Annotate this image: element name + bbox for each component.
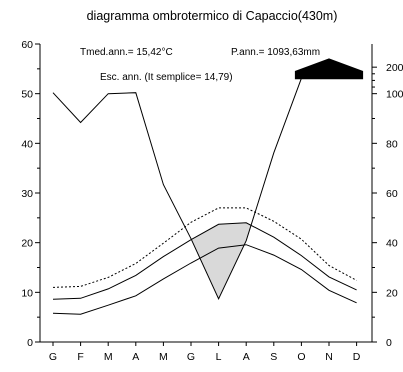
right-tick-label: 60 xyxy=(386,188,398,200)
left-tick-label: 30 xyxy=(21,188,33,200)
annotation-pann: P.ann.= 1093,63mm xyxy=(231,47,320,58)
x-tick-label: N xyxy=(325,351,333,363)
x-tick-label: F xyxy=(77,351,83,363)
superhumid-fill xyxy=(294,58,364,80)
left-tick-label: 20 xyxy=(21,238,33,250)
x-tick-label: M xyxy=(104,351,113,363)
left-tick-label: 60 xyxy=(21,39,33,51)
mean-temperature-line xyxy=(52,222,357,300)
left-axis-ticks: 0 10 20 30 40 50 60 xyxy=(21,39,40,349)
right-tick-label: 40 xyxy=(386,238,398,250)
left-tick-label: 40 xyxy=(21,138,33,150)
max-temperature-line xyxy=(52,207,357,288)
arid-period-fill xyxy=(191,222,251,299)
x-tick-label: M xyxy=(159,351,168,363)
min-temperature-line xyxy=(52,244,357,315)
x-tick-label: L xyxy=(216,351,222,363)
right-axis-ticks: 0 20 40 60 80 100 200 xyxy=(372,62,403,349)
x-tick-label: O xyxy=(297,351,305,363)
x-tick-label: G xyxy=(187,351,195,363)
x-tick-label: A xyxy=(243,351,250,363)
left-tick-label: 0 xyxy=(27,337,33,349)
right-tick-label: 100 xyxy=(386,89,403,101)
chart-title: diagramma ombrotermico di Capaccio(430m) xyxy=(87,9,338,23)
series-lines xyxy=(52,66,357,315)
left-tick-label: 10 xyxy=(21,287,33,299)
x-tick-label: D xyxy=(353,351,361,363)
left-tick-label: 50 xyxy=(21,89,33,101)
precipitation-line xyxy=(52,66,357,300)
right-tick-label: 200 xyxy=(386,62,403,74)
right-tick-label: 20 xyxy=(386,287,398,299)
x-tick-label: A xyxy=(132,351,139,363)
x-tick-label: G xyxy=(49,351,57,363)
right-tick-label: 0 xyxy=(386,337,392,349)
area-fills xyxy=(191,58,364,299)
annotation-esc: Esc. ann. (It semplice= 14,79) xyxy=(100,72,233,83)
right-tick-label: 80 xyxy=(386,138,398,150)
x-tick-label: S xyxy=(270,351,277,363)
plot-frame xyxy=(39,44,373,343)
annotation-tmed: Tmed.ann.= 15,42°C xyxy=(80,47,173,58)
